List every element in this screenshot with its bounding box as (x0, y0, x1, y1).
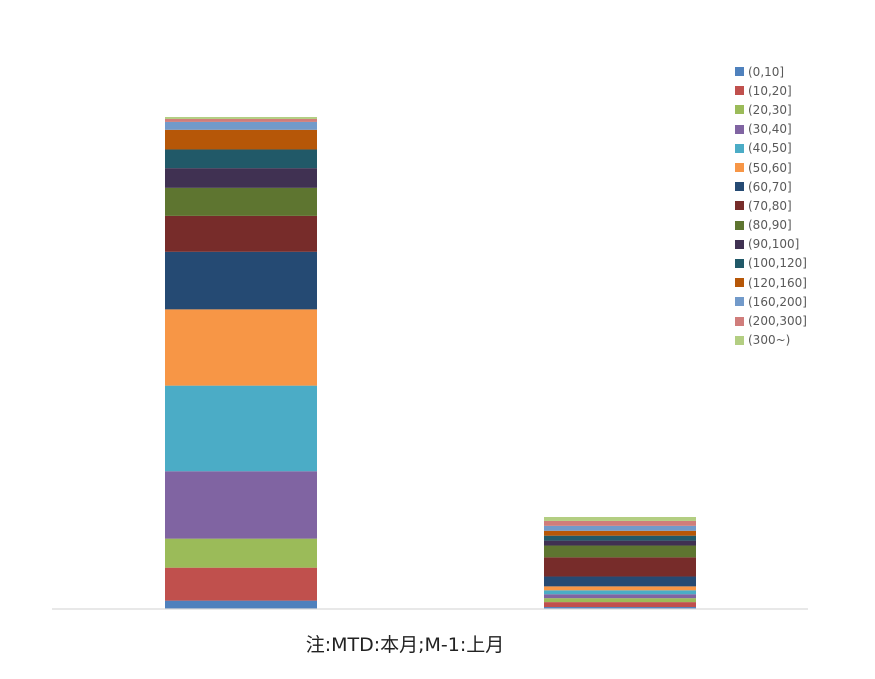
legend-label: (120,160] (748, 275, 807, 290)
bar-segment-1-8 (165, 215, 317, 252)
legend-swatch (735, 278, 744, 288)
legend-item: (60,70] (735, 177, 807, 196)
legend-swatch (735, 105, 744, 115)
bar-segment-2-13 (544, 525, 696, 531)
bar-segment-2-8 (544, 557, 696, 577)
legend-swatch (735, 67, 744, 77)
bar-segment-1-14 (165, 118, 317, 122)
bar-segment-2-12 (544, 530, 696, 536)
legend-label: (10,20] (748, 83, 792, 98)
legend-label: (60,70] (748, 179, 792, 194)
bar-segment-1-13 (165, 121, 317, 130)
bar-segment-2-7 (544, 576, 696, 587)
bar-segment-2-10 (544, 540, 696, 546)
legend-swatch (735, 316, 744, 326)
legend-item: (10,20] (735, 81, 807, 100)
bar-segment-1-7 (165, 251, 317, 310)
bar-segment-2-5 (544, 590, 696, 595)
bar-segment-1-1 (165, 600, 317, 609)
legend-swatch (735, 239, 744, 249)
legend-label: (160,200] (748, 294, 807, 309)
legend-label: (80,90] (748, 218, 792, 233)
bar-segment-1-3 (165, 538, 317, 568)
legend-label: (30,40] (748, 122, 792, 137)
legend-label: (0,10] (748, 64, 785, 79)
bar-segment-2-9 (544, 545, 696, 558)
bar-segment-1-10 (165, 168, 317, 188)
legend: (0,10] (10,20] (20,30] (30,40] (40,50] (50,60… (735, 62, 807, 350)
legend-item: (40,50] (735, 139, 807, 158)
legend-swatch (735, 258, 744, 268)
legend-swatch (735, 143, 744, 153)
legend-item: (300~) (735, 331, 807, 350)
bar-segment-1-6 (165, 309, 317, 386)
legend-item: (90,100] (735, 235, 807, 254)
bar-segment-2-6 (544, 586, 696, 591)
legend-item: (70,80] (735, 196, 807, 215)
legend-item: (100,120] (735, 254, 807, 273)
legend-swatch (735, 201, 744, 211)
bar-segment-1-12 (165, 129, 317, 150)
legend-label: (200,300] (748, 314, 807, 329)
bars-group (165, 117, 696, 609)
bar-segment-2-14 (544, 520, 696, 526)
legend-swatch (735, 86, 744, 96)
legend-item: (20,30] (735, 100, 807, 119)
legend-swatch (735, 182, 744, 192)
legend-item: (0,10] (735, 62, 807, 81)
bar-segment-1-11 (165, 149, 317, 169)
bar-segment-2-2 (544, 602, 696, 608)
chart-note: 注:MTD:本月;M-1:上月 (305, 634, 505, 656)
bar-segment-1-4 (165, 471, 317, 539)
legend-label: (300~) (748, 333, 791, 348)
bar-segment-1-2 (165, 567, 317, 601)
legend-item: (80,90] (735, 216, 807, 235)
bar-segment-2-15 (544, 516, 696, 521)
legend-label: (20,30] (748, 102, 792, 117)
legend-swatch (735, 335, 744, 345)
legend-label: (90,100] (748, 237, 800, 252)
legend-label: (70,80] (748, 198, 792, 213)
bar-segment-1-9 (165, 187, 317, 216)
legend-label: (100,120] (748, 256, 807, 271)
legend-item: (160,200] (735, 292, 807, 311)
bar-segment-1-15 (165, 117, 317, 119)
legend-label: (40,50] (748, 141, 792, 156)
legend-swatch (735, 163, 744, 173)
bar-segment-1-5 (165, 385, 317, 472)
bar-segment-2-3 (544, 598, 696, 603)
legend-label: (50,60] (748, 160, 792, 175)
legend-item: (120,160] (735, 273, 807, 292)
legend-swatch (735, 124, 744, 134)
bar-segment-2-11 (544, 535, 696, 541)
legend-item: (30,40] (735, 120, 807, 139)
bar-segment-2-4 (544, 594, 696, 599)
bar-segment-2-1 (544, 607, 696, 609)
legend-item: (200,300] (735, 311, 807, 330)
legend-swatch (735, 297, 744, 307)
legend-swatch (735, 220, 744, 230)
legend-item: (50,60] (735, 158, 807, 177)
